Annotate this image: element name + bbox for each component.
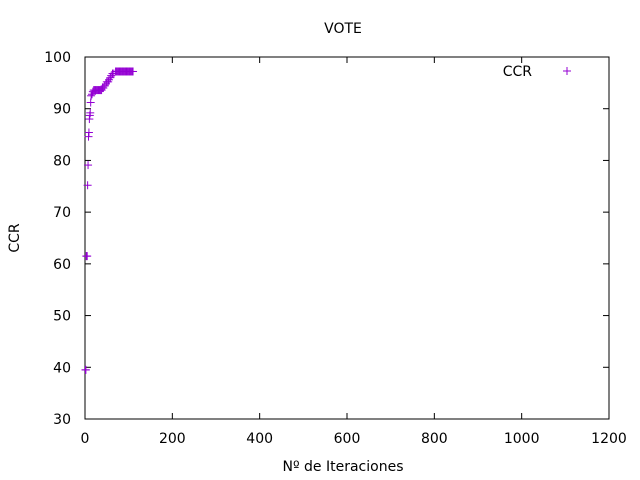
y-tick-label: 60 xyxy=(53,257,71,273)
data-points xyxy=(81,67,138,374)
plot-frame xyxy=(84,56,610,420)
x-tick-label: 800 xyxy=(421,431,448,447)
data-point xyxy=(83,252,92,261)
data-point xyxy=(104,77,113,86)
legend-marker xyxy=(563,67,571,75)
x-axis-label: Nº de Iteraciones xyxy=(283,459,404,475)
data-point xyxy=(100,81,109,90)
y-tick-label: 70 xyxy=(53,205,71,221)
y-tick-label: 80 xyxy=(53,153,71,169)
x-tick-label: 0 xyxy=(81,431,90,447)
data-point xyxy=(86,108,95,117)
data-point xyxy=(105,75,114,84)
y-axis-label: CCR xyxy=(7,223,23,253)
x-tick-label: 600 xyxy=(334,431,361,447)
data-point xyxy=(87,91,96,100)
data-point xyxy=(86,98,95,107)
axis-ticks xyxy=(84,56,610,420)
y-tick-label: 30 xyxy=(53,412,71,428)
legend: CCR xyxy=(503,64,571,80)
x-tick-label: 1000 xyxy=(504,431,540,447)
x-tick-label: 1200 xyxy=(591,431,627,447)
y-tick-label: 40 xyxy=(53,360,71,376)
x-tick-label: 400 xyxy=(246,431,273,447)
y-tick-label: 50 xyxy=(53,309,71,325)
legend-label: CCR xyxy=(503,64,533,80)
data-point xyxy=(106,73,115,82)
data-point xyxy=(97,86,106,95)
legend-marker-plus xyxy=(563,67,571,75)
y-tick-label: 100 xyxy=(44,50,71,66)
data-point xyxy=(83,181,92,190)
data-point xyxy=(99,84,108,93)
chart-title: VOTE xyxy=(324,21,362,37)
data-point xyxy=(84,128,93,137)
data-point xyxy=(84,161,93,170)
data-point xyxy=(81,365,90,374)
axis-tick-labels: 0 200 400 600 800 1000 1200 30 40 50 60 70 80 90 100 xyxy=(44,50,627,447)
data-point xyxy=(129,67,138,76)
x-tick-label: 200 xyxy=(159,431,186,447)
y-tick-label: 90 xyxy=(53,102,71,118)
